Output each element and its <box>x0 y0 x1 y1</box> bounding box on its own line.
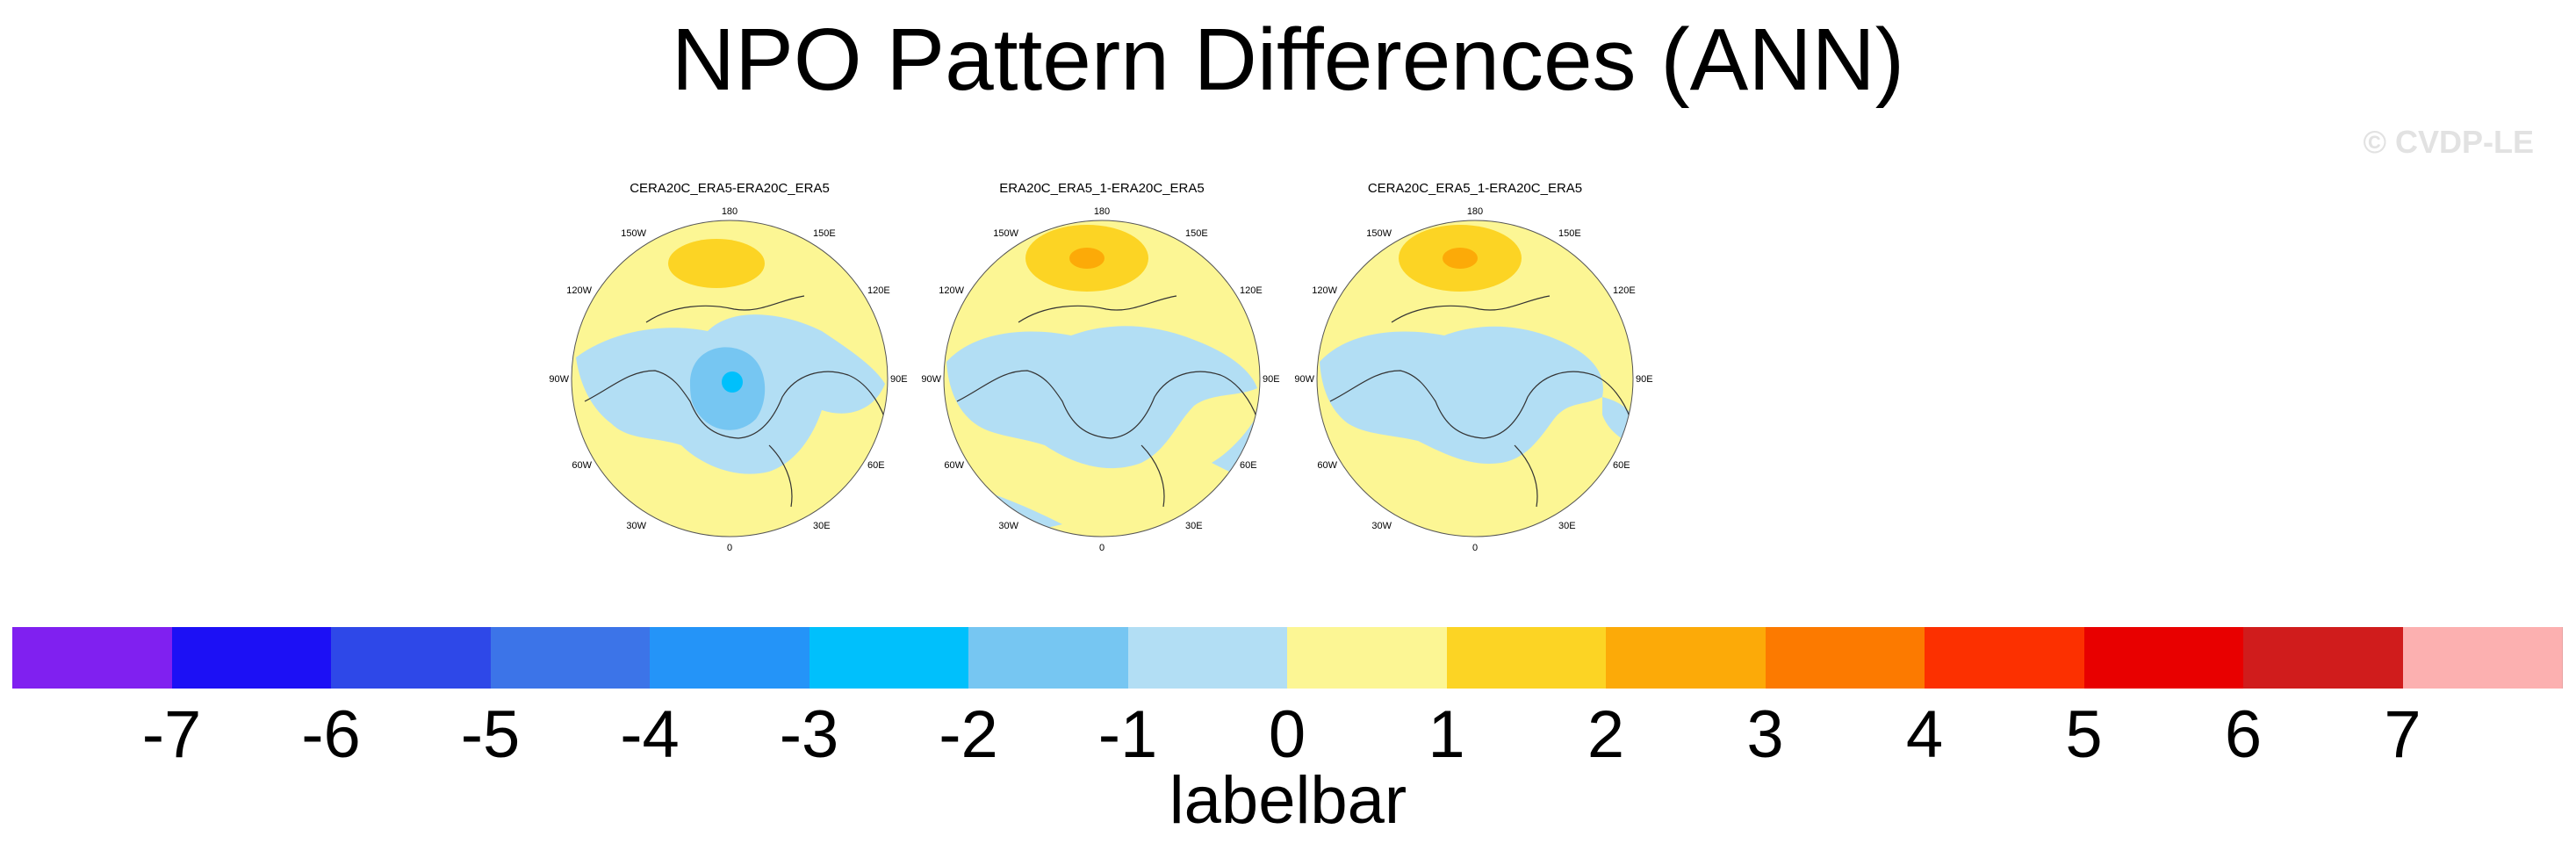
labelbar-tick-label: 4 <box>1905 697 1944 772</box>
lon-label-0: 0 <box>727 543 732 553</box>
lon-label-30e: 30E <box>813 521 831 531</box>
lon-label-30w: 30W <box>1371 521 1392 531</box>
lon-label-60w: 60W <box>572 460 592 471</box>
lon-label-180: 180 <box>1467 206 1483 217</box>
labelbar-box <box>1287 627 1448 689</box>
negative-anomaly-region <box>1320 326 1603 464</box>
lon-label-150w: 150W <box>993 228 1018 239</box>
labelbar-tick-label: -6 <box>301 697 361 772</box>
labelbar-tick-label: -2 <box>939 697 998 772</box>
lon-label-90w: 90W <box>921 374 941 385</box>
lon-label-90w: 90W <box>549 374 569 385</box>
coastlines <box>956 295 1258 508</box>
lon-label-120e: 120E <box>867 285 890 296</box>
lon-label-150w: 150W <box>1366 228 1392 239</box>
labelbar-tick-label: -7 <box>141 697 202 772</box>
labelbar-box <box>12 627 173 689</box>
lon-label-120w: 120W <box>566 285 592 296</box>
lon-label-150e: 150E <box>813 228 836 239</box>
map-boundary <box>1316 220 1634 537</box>
labelbar-box <box>1127 627 1288 689</box>
labelbar-box <box>331 627 492 689</box>
labelbar-title: labelbar <box>1169 763 1407 838</box>
map-panel-3: CERA20C_ERA5_1-ERA20C_ERA5 180 150E 120E… <box>1294 180 1652 558</box>
labelbar-box <box>1606 627 1767 689</box>
labelbar-tick-label: -3 <box>779 697 839 772</box>
lon-label-90e: 90E <box>1636 374 1653 385</box>
labelbar-box <box>650 627 810 689</box>
labelbar-box <box>490 627 651 689</box>
positive-anomaly-max <box>668 239 765 288</box>
labelbar-tick-label: -1 <box>1097 697 1158 772</box>
lon-label-30w: 30W <box>998 521 1018 531</box>
labelbar-box <box>171 627 332 689</box>
map-boundary <box>571 220 889 537</box>
lon-label-30e: 30E <box>1558 521 1576 531</box>
lon-label-90e: 90E <box>890 374 908 385</box>
lon-label-180: 180 <box>722 206 738 217</box>
panel-title: CERA20C_ERA5_1-ERA20C_ERA5 <box>1367 181 1583 196</box>
labelbar-box <box>2243 627 2404 689</box>
labelbar-tick-label: 0 <box>1268 697 1306 772</box>
lon-label-0: 0 <box>1472 543 1478 553</box>
lon-label-120w: 120W <box>1312 285 1337 296</box>
map-boundary <box>943 220 1261 537</box>
panel-title: CERA20C_ERA5-ERA20C_ERA5 <box>630 181 830 196</box>
lon-label-150e: 150E <box>1185 228 1208 239</box>
labelbar-box <box>968 627 1129 689</box>
positive-anomaly-core <box>1069 248 1105 269</box>
lon-label-150e: 150E <box>1558 228 1581 239</box>
watermark: © CVDP-LE <box>2363 124 2534 160</box>
labelbar-tick-label: 3 <box>1746 697 1784 772</box>
lon-label-180: 180 <box>1094 206 1110 217</box>
labelbar <box>12 627 2563 689</box>
lon-label-60e: 60E <box>1240 460 1257 471</box>
labelbar-tick-label: 5 <box>2065 697 2103 772</box>
labelbar-box <box>2402 627 2563 689</box>
lon-label-150w: 150W <box>621 228 646 239</box>
figure-title: NPO Pattern Differences (ANN) <box>671 11 1905 109</box>
labelbar-tick-label: 2 <box>1587 697 1625 772</box>
labelbar-tick-label: 7 <box>2384 697 2421 772</box>
lon-label-120e: 120E <box>1613 285 1636 296</box>
lon-label-120w: 120W <box>939 285 964 296</box>
labelbar-tick-label: -4 <box>620 697 680 772</box>
labelbar-tick-label: -5 <box>460 697 521 772</box>
lon-label-60e: 60E <box>867 460 885 471</box>
polar-map: 180 150E 120E 90E 60E 30E 0 30W 60W 90W … <box>549 206 907 553</box>
polar-map: 180 150E 120E 90E 60E 30E 0 30W 60W 90W … <box>1294 206 1652 553</box>
lon-label-60w: 60W <box>944 460 964 471</box>
labelbar-box <box>2083 627 2244 689</box>
lon-label-60e: 60E <box>1613 460 1630 471</box>
map-panel-1: CERA20C_ERA5-ERA20C_ERA5 180 150E 120E 9… <box>549 180 907 558</box>
labelbar-tick-label: 6 <box>2224 697 2263 772</box>
negative-anomaly-region <box>946 326 1257 469</box>
labelbar-box <box>1765 627 1925 689</box>
lon-label-90w: 90W <box>1294 374 1314 385</box>
lon-label-60w: 60W <box>1317 460 1337 471</box>
lon-label-90e: 90E <box>1263 374 1280 385</box>
labelbar-box <box>1446 627 1607 689</box>
map-panel-2: ERA20C_ERA5_1-ERA20C_ERA5 180 150E 120E … <box>921 180 1279 558</box>
positive-anomaly-core <box>1443 248 1478 269</box>
labelbar-tick-label: 1 <box>1428 697 1465 772</box>
minimum-center <box>722 371 743 393</box>
lon-label-30w: 30W <box>626 521 646 531</box>
lon-label-120e: 120E <box>1240 285 1263 296</box>
lon-label-30e: 30E <box>1185 521 1203 531</box>
coastlines <box>584 295 886 508</box>
labelbar-box <box>809 627 969 689</box>
lon-label-0: 0 <box>1099 543 1105 553</box>
coastlines <box>1329 295 1631 508</box>
panel-title: ERA20C_ERA5_1-ERA20C_ERA5 <box>999 181 1205 196</box>
polar-map: 180 150E 120E 90E 60E 30E 0 30W 60W 90W … <box>921 206 1279 553</box>
labelbar-box <box>1925 627 2085 689</box>
